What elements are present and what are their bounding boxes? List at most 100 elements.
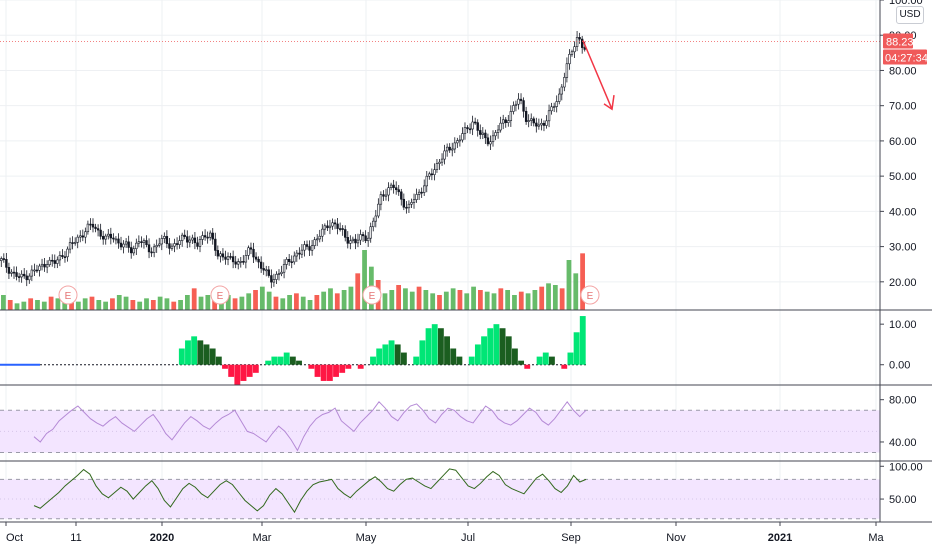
candle-body (110, 234, 112, 238)
candle-body (5, 259, 7, 267)
candle-body (459, 140, 461, 141)
volume-bar (498, 288, 503, 310)
macd-bar (327, 365, 333, 381)
candle-body (11, 272, 13, 273)
candle-body (502, 120, 504, 123)
volume-bar (349, 287, 354, 310)
candle-body (268, 270, 270, 276)
macd-bar (308, 365, 314, 369)
candle-body (283, 264, 285, 272)
macd-bar (265, 361, 271, 365)
candle-body (28, 276, 30, 280)
macd-bar (222, 365, 228, 369)
candle-body (39, 266, 41, 270)
candle-body (309, 247, 311, 251)
volume-bar (287, 295, 292, 310)
volume-bar (151, 300, 156, 310)
candle-body (454, 143, 456, 149)
macd-bar (506, 336, 512, 364)
volume-bar (90, 297, 95, 310)
macd-bar (395, 344, 401, 364)
volume-bar (328, 288, 333, 310)
macd-bar (419, 340, 425, 364)
volume-bar (199, 297, 204, 310)
x-tick-label: 2021 (768, 532, 792, 544)
volume-bar (8, 300, 13, 310)
candle-body (314, 240, 316, 246)
candle-body (512, 106, 514, 112)
volume-bar (124, 297, 129, 310)
candle-body (46, 265, 48, 267)
candle-body (360, 234, 362, 240)
candle-body (138, 242, 140, 243)
macd-bar (315, 365, 321, 377)
candle-body (548, 111, 550, 121)
volume-bar (335, 293, 340, 310)
candle-body (18, 277, 20, 278)
candle-body (148, 245, 150, 252)
candle-body (332, 223, 334, 226)
volume-bar (301, 297, 306, 310)
volume-bar (56, 298, 61, 310)
candle-body (169, 244, 171, 249)
candle-body (163, 236, 165, 238)
candle-body (112, 238, 114, 239)
candle-body (398, 190, 400, 192)
candle-body (217, 250, 219, 256)
macd-bar (456, 357, 462, 365)
candle-body (64, 257, 66, 258)
volume-bar (35, 300, 40, 310)
volume-bar (512, 295, 517, 310)
candle-body (54, 261, 56, 264)
candle-body (225, 257, 227, 259)
volume-bar (573, 273, 578, 310)
candle-body (574, 47, 576, 52)
candle-body (143, 241, 145, 243)
candle-body (16, 273, 18, 277)
candle-body (189, 240, 191, 242)
macd-bar (296, 361, 302, 365)
annotation-arrow[interactable] (583, 41, 614, 110)
volume-bar (110, 298, 115, 310)
volume-bar (471, 287, 476, 310)
volume-bar (144, 298, 149, 310)
candle-body (240, 261, 242, 262)
candle-body (84, 232, 86, 237)
candle-body (553, 107, 555, 108)
currency-label[interactable]: USD (896, 6, 924, 24)
volume-bar (458, 290, 463, 310)
macd-histogram (0, 316, 586, 385)
candle-body (255, 257, 257, 259)
candle-body (579, 37, 581, 39)
candle-body (408, 204, 410, 208)
candle-body (538, 125, 540, 126)
candle-body (375, 216, 377, 221)
candle-body (339, 229, 341, 230)
macd-bar (438, 328, 444, 365)
volume-bar (417, 287, 422, 310)
candle-body (67, 249, 69, 257)
candle-body (301, 250, 303, 254)
candle-body (393, 185, 395, 188)
candle-body (497, 130, 499, 133)
y-tick-label: 60.00 (889, 136, 917, 148)
volume-bar (492, 293, 497, 310)
candle-body (304, 245, 306, 251)
macd-bar (432, 324, 438, 365)
candle-body (212, 233, 214, 239)
macd-bar (376, 349, 382, 365)
earnings-marker-label: E (65, 291, 72, 302)
y-tick-label: 30.00 (889, 242, 917, 254)
volume-bar (130, 300, 135, 310)
candle-body (523, 101, 525, 112)
candle-body (74, 242, 76, 243)
candle-body (426, 176, 428, 186)
y-tick-label: 40.00 (889, 206, 917, 218)
candle-body (199, 239, 201, 246)
macd-bar (518, 361, 524, 365)
candle-body (95, 227, 97, 228)
candle-body (0, 259, 2, 261)
candle-body (153, 247, 155, 253)
volume-bar (49, 297, 54, 310)
